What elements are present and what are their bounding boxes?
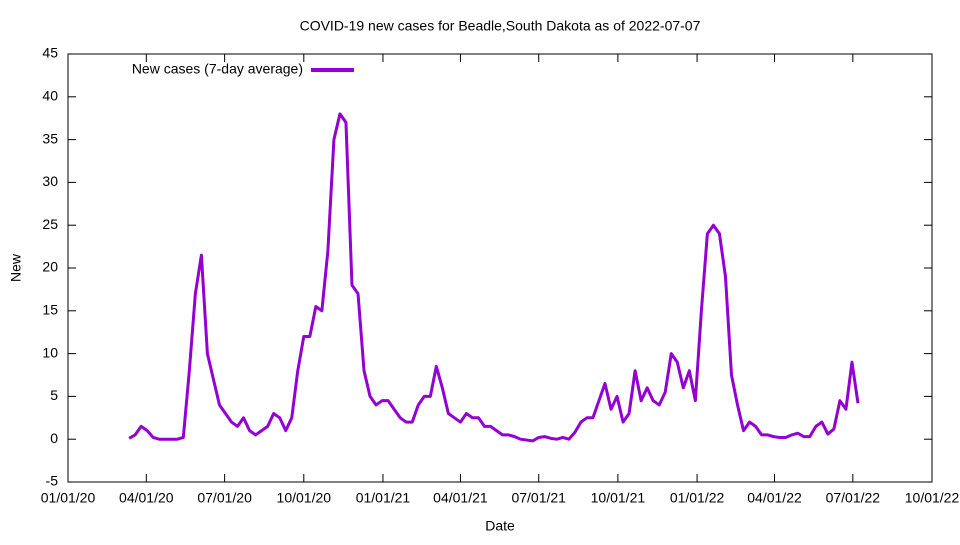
data-line	[128, 112, 860, 443]
x-tick-label: 07/01/22	[826, 490, 881, 506]
legend-label: New cases (7-day average)	[132, 61, 303, 77]
y-axis-label: New	[8, 253, 24, 282]
x-tick-label: 10/01/22	[905, 490, 960, 506]
y-tick-label: 15	[42, 302, 58, 318]
x-tick-label: 01/01/20	[41, 490, 96, 506]
x-tick-label: 04/01/21	[433, 490, 488, 506]
x-tick-label: 01/01/21	[356, 490, 411, 506]
y-tick-label: 10	[42, 344, 58, 360]
x-tick-label: 07/01/21	[511, 490, 566, 506]
y-tick-label: 0	[50, 430, 58, 446]
y-tick-label: -5	[46, 473, 59, 489]
x-tick-label: 10/01/20	[277, 490, 332, 506]
y-tick-label: 35	[42, 130, 58, 146]
x-tick-label: 07/01/20	[197, 490, 252, 506]
y-tick-label: 20	[42, 259, 58, 275]
x-tick-label: 04/01/20	[119, 490, 174, 506]
x-tick-label: 01/01/22	[670, 490, 725, 506]
x-tick-label: 04/01/22	[747, 490, 802, 506]
y-tick-label: 45	[42, 45, 58, 61]
y-tick-label: 30	[42, 173, 58, 189]
x-axis-label: Date	[485, 518, 515, 534]
y-tick-label: 40	[42, 88, 58, 104]
plot-border	[67, 53, 933, 483]
chart-title: COVID-19 new cases for Beadle,South Dako…	[300, 18, 701, 34]
y-tick-label: 5	[50, 387, 58, 403]
y-tick-label: 25	[42, 216, 58, 232]
x-tick-label: 10/01/21	[591, 490, 646, 506]
